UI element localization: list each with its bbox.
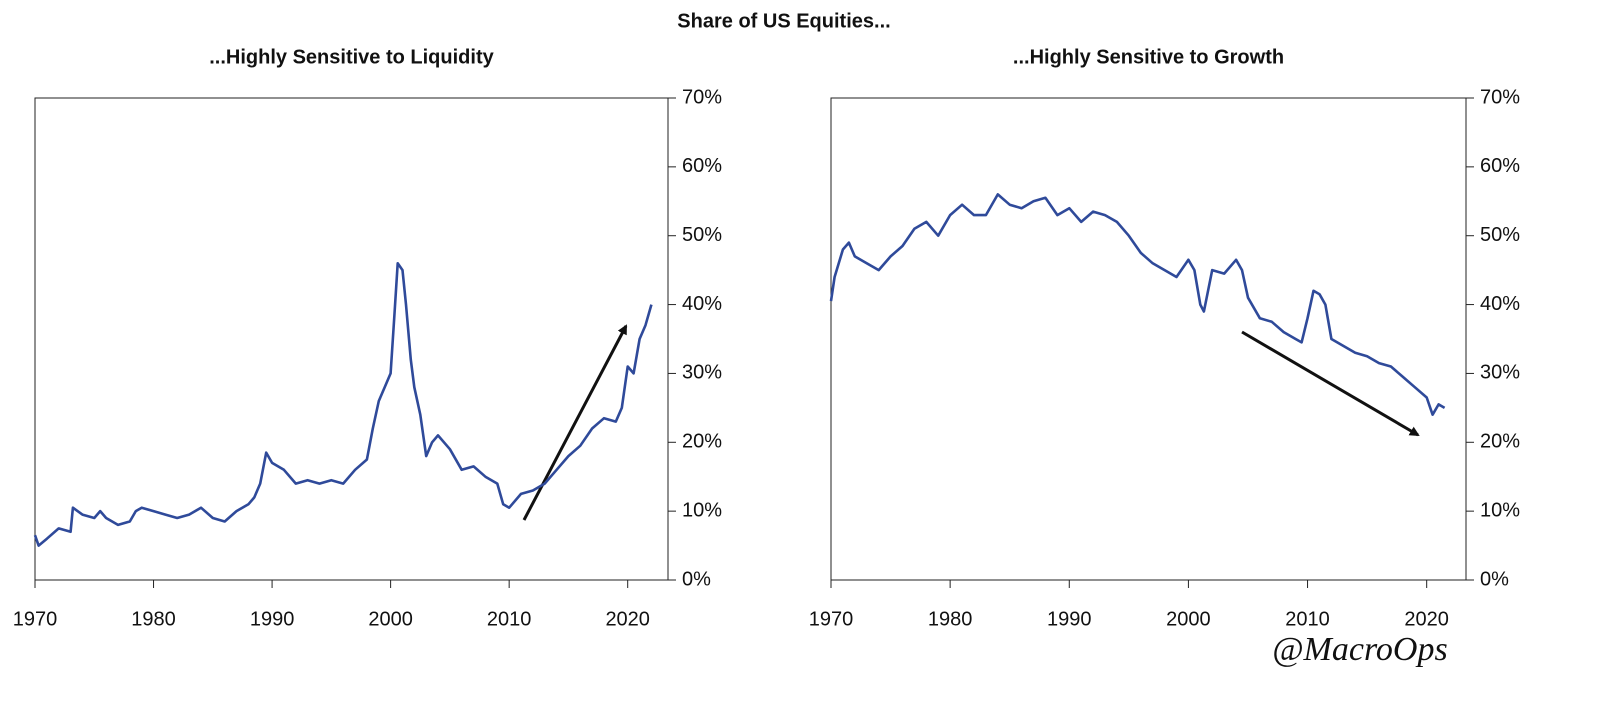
x-tick-label: 1980 [928,608,973,630]
x-tick-label: 2010 [1285,608,1330,630]
x-tick-label: 2010 [487,608,532,630]
x-tick-label: 2020 [1404,608,1449,630]
y-tick-label: 40% [682,293,722,315]
plot-frame [34,97,669,581]
y-tick-label: 50% [1480,224,1520,246]
y-tick-label: 0% [682,568,711,590]
x-tick-label: 1980 [131,608,176,630]
x-tick-label: 1990 [1047,608,1092,630]
page-title: Share of US Equities... [677,10,890,32]
trend-arrow [1241,330,1420,437]
x-tick-label: 1990 [250,608,295,630]
trend-arrow [522,324,628,521]
y-tick-label: 20% [682,431,722,453]
x-tick-label: 1970 [13,608,58,630]
y-tick-label: 60% [1480,155,1520,177]
y-tick-label: 10% [682,499,722,521]
y-tick-label: 30% [1480,362,1520,384]
data-line [829,193,1446,416]
plot-frame [830,97,1467,581]
y-tick-label: 70% [682,86,722,108]
y-tick-label: 0% [1480,568,1509,590]
chart-title: ...Highly Sensitive to Liquidity [209,46,494,68]
data-line [33,262,653,547]
y-tick-label: 10% [1480,499,1520,521]
x-tick-label: 2000 [1166,608,1211,630]
y-tick-label: 20% [1480,431,1520,453]
y-tick-label: 70% [1480,86,1520,108]
watermark: @MacroOps [1272,631,1447,668]
chart-title: ...Highly Sensitive to Growth [1013,46,1284,68]
y-tick-label: 60% [682,155,722,177]
x-tick-label: 1970 [809,608,854,630]
x-tick-label: 2000 [368,608,413,630]
y-tick-label: 30% [682,362,722,384]
y-tick-label: 40% [1480,293,1520,315]
y-tick-label: 50% [682,224,722,246]
x-tick-label: 2020 [605,608,650,630]
